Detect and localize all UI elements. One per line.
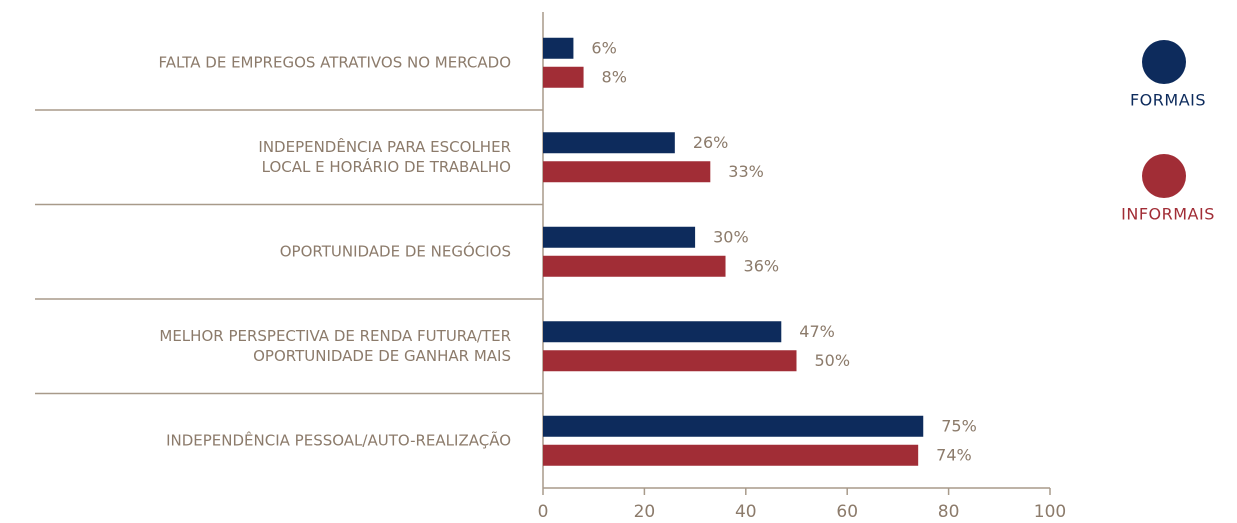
category-label: OPORTUNIDADE DE NEGÓCIOS [280,241,511,260]
bar [543,226,696,248]
legend-label: FORMAIS [1130,91,1206,110]
bar [543,321,782,343]
category-label: FALTA DE EMPREGOS ATRATIVOS NO MERCADO [158,53,511,71]
x-tick-label: 40 [735,502,757,522]
value-label: 30% [713,227,749,246]
category-label: MELHOR PERSPECTIVA DE RENDA FUTURA/TER [159,327,511,345]
x-tick-label: 20 [634,502,656,522]
bar [543,161,711,183]
legend-swatch [1142,40,1186,84]
bar [543,350,797,372]
x-tick-label: 100 [1034,502,1066,522]
category-label: OPORTUNIDADE DE GANHAR MAIS [253,347,511,365]
x-tick-label: 80 [938,502,960,522]
x-tick-label: 60 [836,502,858,522]
value-label: 8% [602,67,627,86]
category-label: INDEPENDÊNCIA PESSOAL/AUTO-REALIZAÇÃO [166,430,511,449]
bar [543,132,675,154]
bar [543,255,726,277]
bar [543,66,584,88]
bar [543,444,919,466]
value-label: 47% [799,322,835,341]
value-label: 6% [591,38,616,57]
legend-label: INFORMAIS [1121,205,1215,224]
value-label: 26% [693,133,729,152]
value-label: 33% [728,162,764,181]
value-label: 36% [744,256,780,275]
bar [543,37,574,59]
category-label: INDEPENDÊNCIA PARA ESCOLHER [258,137,511,156]
x-tick-label: 0 [538,502,549,522]
category-label: LOCAL E HORÁRIO DE TRABALHO [262,157,511,176]
bar [543,415,924,437]
value-label: 75% [941,416,977,435]
value-label: 50% [815,351,851,370]
value-label: 74% [936,445,972,464]
legend-swatch [1142,154,1186,198]
